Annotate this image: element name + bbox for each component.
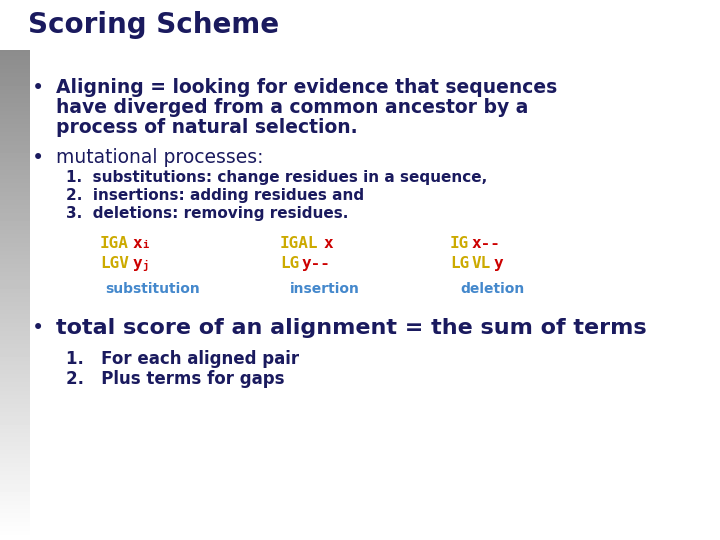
Text: •: • [32, 148, 44, 168]
Text: Aligning = looking for evidence that sequences: Aligning = looking for evidence that seq… [56, 78, 557, 97]
Text: x: x [324, 236, 333, 251]
Text: 2.   Plus terms for gaps: 2. Plus terms for gaps [66, 370, 284, 388]
Text: deletion: deletion [460, 282, 524, 296]
Text: have diverged from a common ancestor by a: have diverged from a common ancestor by … [56, 98, 528, 117]
Text: y--: y-- [302, 256, 331, 271]
Text: LGV: LGV [100, 256, 129, 271]
Text: y: y [494, 256, 503, 271]
Text: •: • [32, 78, 44, 98]
Text: insertion: insertion [290, 282, 360, 296]
Text: y: y [133, 256, 143, 271]
Text: LG: LG [280, 256, 300, 271]
Text: 3.  deletions: removing residues.: 3. deletions: removing residues. [66, 206, 348, 221]
Text: VL: VL [472, 256, 491, 271]
Text: Scoring Scheme: Scoring Scheme [28, 11, 279, 39]
Text: mutational processes:: mutational processes: [56, 148, 264, 167]
Text: j: j [142, 260, 148, 271]
Text: 2.  insertions: adding residues and: 2. insertions: adding residues and [66, 188, 364, 203]
Text: IG: IG [450, 236, 469, 251]
Text: KATHOLIEKE UNIVERSITEIT: KATHOLIEKE UNIVERSITEIT [624, 13, 708, 18]
Text: LG: LG [450, 256, 469, 271]
Text: LEUVEN: LEUVEN [629, 26, 703, 45]
Text: substitution: substitution [105, 282, 199, 296]
Text: IGAL: IGAL [280, 236, 318, 251]
Text: IGA: IGA [100, 236, 129, 251]
Text: process of natural selection.: process of natural selection. [56, 118, 358, 137]
Text: 1.  substitutions: change residues in a sequence,: 1. substitutions: change residues in a s… [66, 170, 487, 185]
Text: 1.   For each aligned pair: 1. For each aligned pair [66, 350, 299, 368]
Text: x: x [133, 236, 143, 251]
Text: x--: x-- [472, 236, 501, 251]
Text: total score of an alignment = the sum of terms: total score of an alignment = the sum of… [56, 318, 647, 338]
Text: •: • [32, 318, 44, 338]
Text: i: i [142, 240, 148, 250]
